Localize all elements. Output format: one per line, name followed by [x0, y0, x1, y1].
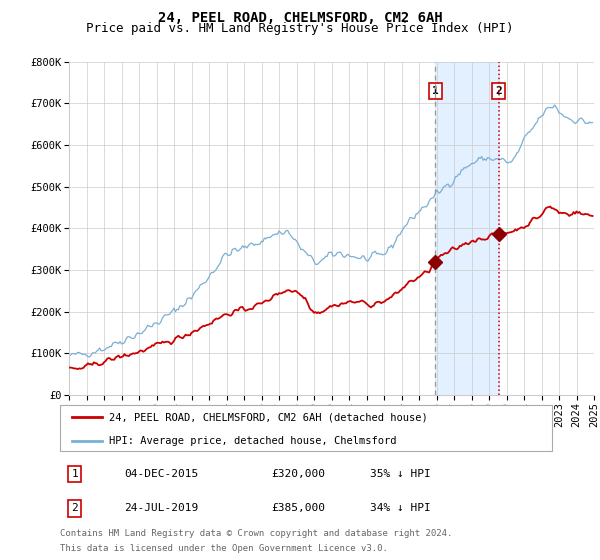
Text: 1: 1 — [71, 469, 78, 479]
Text: 35% ↓ HPI: 35% ↓ HPI — [370, 469, 431, 479]
Text: 24-JUL-2019: 24-JUL-2019 — [124, 503, 198, 514]
Text: This data is licensed under the Open Government Licence v3.0.: This data is licensed under the Open Gov… — [60, 544, 388, 553]
Text: HPI: Average price, detached house, Chelmsford: HPI: Average price, detached house, Chel… — [109, 436, 397, 446]
Text: 1: 1 — [432, 86, 439, 96]
Text: Price paid vs. HM Land Registry's House Price Index (HPI): Price paid vs. HM Land Registry's House … — [86, 22, 514, 35]
Text: 34% ↓ HPI: 34% ↓ HPI — [370, 503, 431, 514]
Text: 24, PEEL ROAD, CHELMSFORD, CM2 6AH: 24, PEEL ROAD, CHELMSFORD, CM2 6AH — [158, 11, 442, 25]
Text: 04-DEC-2015: 04-DEC-2015 — [124, 469, 198, 479]
Bar — [435, 62, 499, 395]
Text: £320,000: £320,000 — [272, 469, 326, 479]
Text: Contains HM Land Registry data © Crown copyright and database right 2024.: Contains HM Land Registry data © Crown c… — [60, 529, 452, 538]
Text: 2: 2 — [71, 503, 78, 514]
Text: 2: 2 — [495, 86, 502, 96]
Text: 24, PEEL ROAD, CHELMSFORD, CM2 6AH (detached house): 24, PEEL ROAD, CHELMSFORD, CM2 6AH (deta… — [109, 412, 428, 422]
Text: £385,000: £385,000 — [272, 503, 326, 514]
